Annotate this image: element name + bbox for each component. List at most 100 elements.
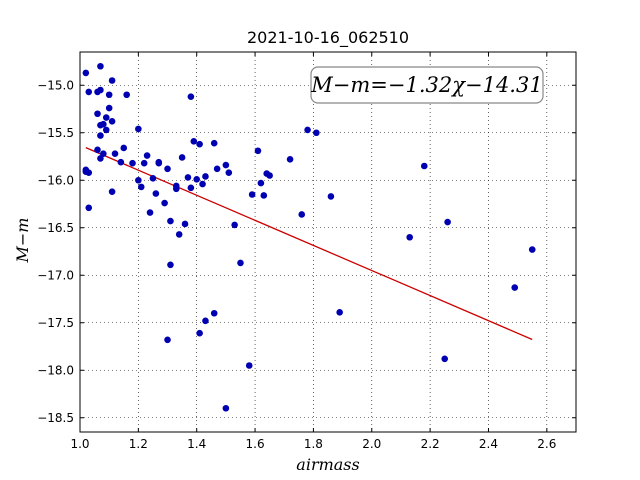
x-tick-label: 1.4 — [187, 437, 206, 451]
data-point — [161, 199, 168, 207]
data-point — [237, 259, 244, 267]
y-axis-label: M−m — [13, 218, 32, 264]
data-point — [222, 161, 230, 169]
x-tick-label: 1.0 — [70, 437, 89, 451]
x-axis-label: airmass — [296, 455, 359, 474]
data-point — [149, 175, 157, 182]
data-point — [178, 154, 186, 161]
annotation-frame — [310, 66, 544, 104]
data-point — [260, 192, 268, 199]
data-point — [152, 190, 160, 197]
data-point — [175, 231, 183, 238]
data-point — [155, 158, 163, 166]
data-point — [123, 91, 130, 99]
data-point — [213, 165, 221, 173]
data-point — [108, 188, 116, 195]
annotation-box: M−m=−1.32χ−14.31 — [310, 66, 544, 104]
data-point — [181, 220, 189, 228]
data-point — [117, 158, 125, 166]
data-point — [108, 77, 116, 84]
data-point — [202, 173, 209, 180]
data-point — [102, 114, 110, 121]
x-tick-label: 2.4 — [479, 437, 498, 451]
data-point — [225, 169, 233, 176]
data-point — [164, 165, 171, 173]
data-point — [85, 88, 93, 96]
y-tick-label: −17.0 — [37, 268, 74, 282]
data-point — [313, 129, 320, 137]
data-point — [441, 355, 449, 363]
data-point — [266, 172, 273, 179]
data-point — [120, 144, 128, 152]
data-point — [286, 156, 294, 163]
data-point — [105, 91, 113, 99]
grid-lines — [79, 52, 576, 432]
data-point — [146, 209, 154, 216]
y-tick-label: −18.0 — [37, 363, 74, 377]
data-point — [94, 146, 101, 154]
data-point — [231, 221, 238, 229]
data-point — [511, 284, 519, 291]
data-point — [327, 193, 335, 200]
y-tick-label: −17.5 — [37, 316, 74, 330]
data-point — [135, 176, 142, 184]
x-tick-label: 1.8 — [304, 437, 323, 451]
axis-ticks: 1.0 1.2 1.4 1.6 1.8 2.0 2.2 2.4 2.6 −15.0 −15.5 −16… — [37, 52, 576, 451]
data-point — [190, 138, 198, 145]
data-points — [82, 62, 536, 412]
data-point — [137, 183, 145, 191]
chart-title: 2021-10-16_062510 — [247, 28, 409, 48]
y-tick-label: −16.5 — [37, 221, 74, 235]
data-point — [102, 126, 110, 134]
data-point — [105, 104, 113, 112]
data-point — [406, 233, 413, 241]
x-tick-label: 2.0 — [362, 437, 381, 451]
fit-equation: M−m=−1.32χ−14.31 — [310, 73, 542, 97]
y-tick-label: −18.5 — [37, 411, 74, 425]
data-point — [202, 317, 209, 325]
data-point — [135, 125, 142, 133]
data-point — [420, 162, 428, 170]
data-point — [97, 86, 104, 94]
data-point — [184, 174, 192, 181]
data-point — [97, 62, 104, 70]
data-point — [108, 118, 116, 125]
x-tick-label: 2.6 — [537, 437, 556, 451]
data-point — [304, 126, 311, 134]
y-tick-label: −15.5 — [37, 126, 74, 140]
data-point — [82, 69, 90, 77]
data-point — [298, 211, 306, 218]
data-point — [257, 179, 265, 187]
data-point — [97, 155, 104, 162]
data-point — [167, 261, 174, 269]
data-point — [245, 362, 253, 369]
x-tick-label: 2.2 — [421, 437, 440, 451]
y-tick-label: −16.0 — [37, 173, 74, 187]
x-tick-label: 1.6 — [246, 437, 265, 451]
data-point — [140, 159, 148, 167]
data-point — [111, 150, 119, 157]
fit-line — [85, 147, 533, 341]
data-point — [187, 93, 195, 100]
data-point — [210, 309, 218, 317]
data-point — [97, 121, 104, 129]
data-point — [172, 185, 180, 193]
data-point — [528, 246, 536, 253]
data-point — [222, 404, 230, 412]
data-point — [199, 180, 206, 188]
data-point — [94, 110, 101, 118]
data-point — [193, 176, 201, 183]
data-point — [97, 132, 104, 139]
data-point — [167, 217, 174, 225]
data-point — [254, 147, 262, 155]
data-point — [100, 150, 107, 157]
data-point — [444, 218, 451, 226]
data-point — [196, 140, 203, 148]
data-point — [210, 139, 218, 147]
data-point — [85, 204, 93, 212]
data-point — [82, 168, 90, 175]
data-point — [248, 191, 256, 198]
plot-frame — [79, 51, 577, 433]
x-tick-label: 1.2 — [129, 437, 148, 451]
